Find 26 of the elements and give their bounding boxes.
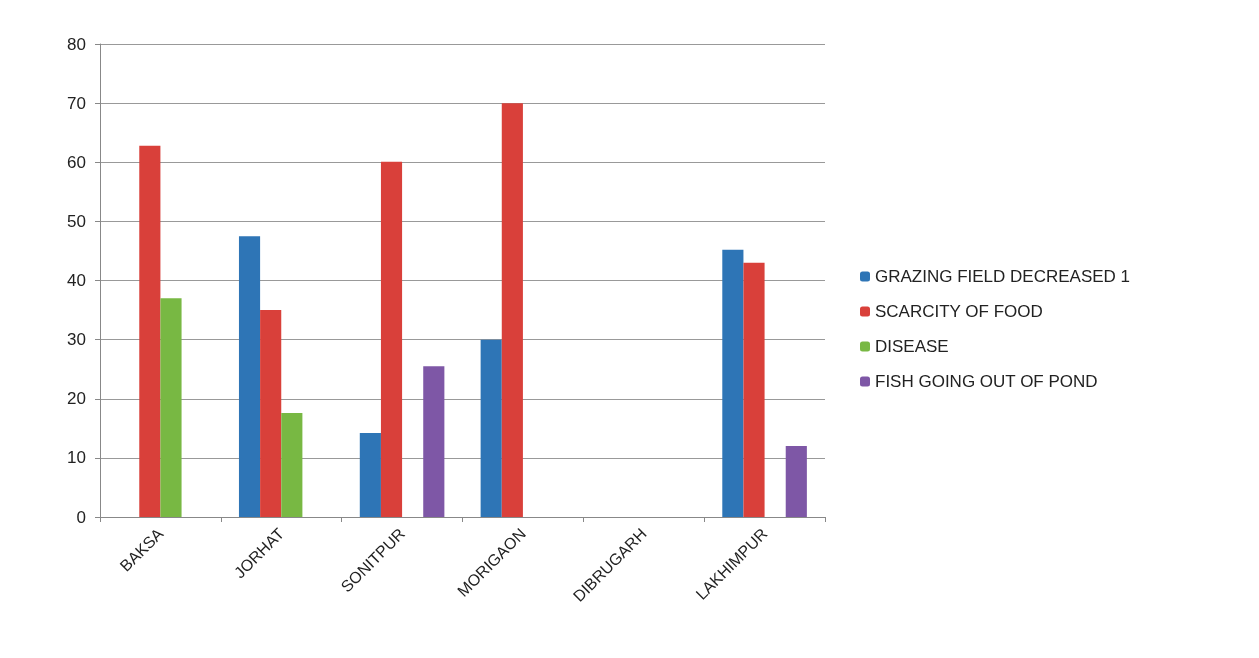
legend-label: FISH GOING OUT OF POND <box>875 372 1098 391</box>
bar <box>359 433 381 517</box>
bar <box>380 161 403 517</box>
y-tick-label: 0 <box>76 507 86 527</box>
bar <box>480 339 502 517</box>
y-tick-label: 70 <box>67 93 86 113</box>
legend-label: SCARCITY OF FOOD <box>875 302 1043 321</box>
bar <box>501 103 523 517</box>
bar <box>260 310 282 517</box>
y-tick-label: 20 <box>67 389 86 409</box>
y-tick-label: 30 <box>67 330 86 350</box>
legend-label: DISEASE <box>875 337 949 356</box>
bar <box>743 262 765 517</box>
y-tick-label: 40 <box>67 271 86 290</box>
y-tick-label: 60 <box>67 152 86 172</box>
y-tick-label: 10 <box>67 448 86 468</box>
y-tick-label: 50 <box>67 211 86 231</box>
legend-label: GRAZING FIELD DECREASED 1 <box>875 267 1131 286</box>
y-tick-label: 80 <box>67 34 86 54</box>
bar <box>281 412 303 517</box>
bar <box>160 298 182 517</box>
bar <box>238 236 261 517</box>
bar <box>722 249 744 517</box>
bar <box>139 145 161 517</box>
bar <box>423 366 445 517</box>
bar <box>785 446 807 517</box>
